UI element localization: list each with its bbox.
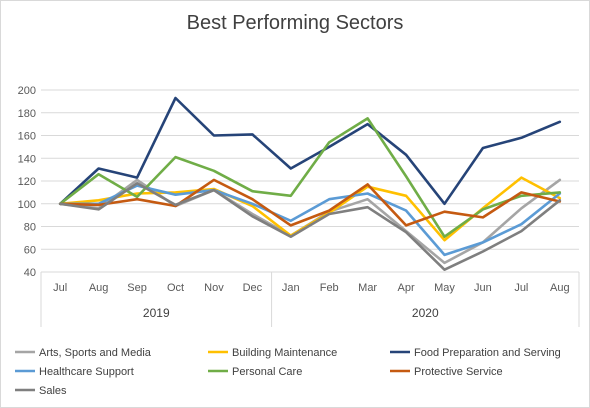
legend-label-6: Sales <box>39 385 67 397</box>
x-tick-label-0: Jul <box>53 282 67 294</box>
x-tick-label-2: Sep <box>127 282 147 294</box>
x-tick-label-13: Aug <box>550 282 570 294</box>
y-tick-label-140: 140 <box>18 153 36 165</box>
y-tick-label-60: 60 <box>24 244 36 256</box>
legend-label-4: Personal Care <box>232 366 302 378</box>
year-label-2020: 2020 <box>412 306 439 320</box>
series-line-4 <box>58 117 562 238</box>
x-tick-label-4: Nov <box>204 282 224 294</box>
x-tick-label-6: Jan <box>282 282 300 294</box>
series-line-6 <box>58 182 562 272</box>
legend-label-1: Building Maintenance <box>232 347 337 359</box>
legend-label-3: Healthcare Support <box>39 366 134 378</box>
y-tick-label-160: 160 <box>18 131 36 143</box>
y-tick-label-100: 100 <box>18 199 36 211</box>
y-tick-label-200: 200 <box>18 85 36 97</box>
legend-label-5: Protective Service <box>414 366 503 378</box>
series-line-5 <box>58 178 562 227</box>
y-tick-label-180: 180 <box>18 108 36 120</box>
chart-title: Best Performing Sectors <box>186 12 404 34</box>
legend-label-0: Arts, Sports and Media <box>39 347 152 359</box>
y-tick-label-40: 40 <box>24 267 36 279</box>
x-tick-label-8: Mar <box>358 282 377 294</box>
x-tick-label-12: Jul <box>514 282 528 294</box>
x-tick-label-7: Feb <box>320 282 339 294</box>
x-tick-label-9: Apr <box>398 282 415 294</box>
x-tick-label-1: Aug <box>89 282 109 294</box>
year-label-2019: 2019 <box>143 306 170 320</box>
x-tick-label-3: Oct <box>167 282 184 294</box>
series-line-2 <box>58 96 562 206</box>
x-tick-label-5: Dec <box>243 282 263 294</box>
y-tick-label-120: 120 <box>18 176 36 188</box>
x-tick-label-11: Jun <box>474 282 492 294</box>
legend-label-2: Food Preparation and Serving <box>414 347 561 359</box>
x-tick-label-10: May <box>434 282 455 294</box>
y-tick-label-80: 80 <box>24 222 36 234</box>
